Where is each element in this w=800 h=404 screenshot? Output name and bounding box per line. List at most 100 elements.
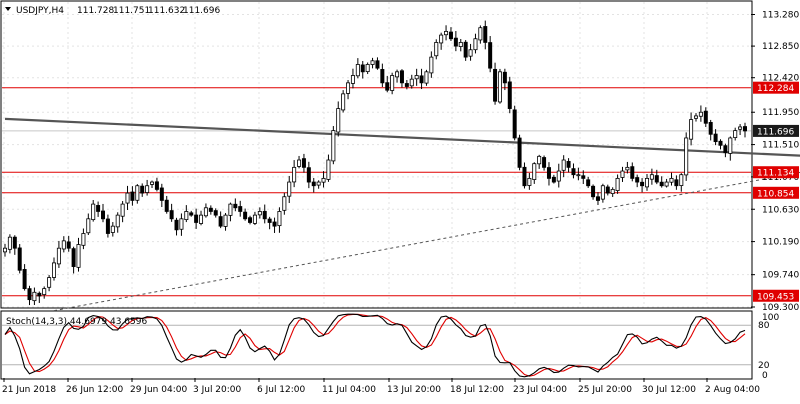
current-price-label: 111.696 — [757, 127, 794, 137]
candle-body — [159, 187, 164, 201]
candle-body — [174, 219, 179, 231]
candle-body — [81, 233, 86, 246]
x-tick-label: 30 Jul 12:00 — [642, 385, 696, 395]
candle-body — [135, 185, 140, 201]
candle-body — [282, 196, 287, 211]
candle-body — [47, 277, 52, 288]
candle-body — [380, 69, 385, 84]
candle-body — [140, 185, 145, 194]
time-axis: 21 Jun 2018 26 Jun 12:00 29 Jun 04:00 3 Jul… — [2, 378, 760, 395]
candle-body — [698, 111, 703, 117]
candle-body — [610, 189, 615, 194]
candle-body — [419, 75, 424, 84]
candles — [3, 20, 748, 306]
level-price-label: 109.453 — [757, 292, 794, 302]
level-price-label: 112.284 — [757, 84, 794, 94]
candle-body — [32, 291, 37, 302]
candle-body — [52, 262, 57, 278]
candle-body — [649, 174, 654, 180]
candle-body — [483, 26, 488, 43]
candle-body — [635, 177, 640, 183]
candle-body — [346, 82, 351, 94]
candle-body — [561, 159, 566, 171]
candle-body — [532, 163, 537, 180]
candle-body — [546, 167, 551, 179]
candle-body — [522, 166, 527, 187]
candle-body — [375, 60, 380, 69]
candle-body — [718, 140, 723, 146]
x-tick-label: 26 Jun 12:00 — [66, 385, 123, 395]
candle-body — [71, 248, 76, 267]
x-tick-label: 21 Jun 2018 — [2, 385, 56, 395]
x-tick-label: 25 Jul 20:00 — [578, 385, 632, 395]
candle-body — [248, 217, 253, 223]
x-tick-label: 2 Aug 04:00 — [705, 385, 760, 395]
candle-body — [101, 210, 106, 220]
candle-body — [120, 203, 125, 217]
candle-body — [581, 175, 586, 179]
candle-body — [105, 218, 110, 234]
x-tick-label: 3 Jul 20:00 — [193, 385, 242, 395]
candle-body — [311, 181, 316, 187]
candle-body — [497, 71, 502, 103]
stochastic-lines: 80 20 — [2, 313, 770, 378]
candle-body — [478, 27, 483, 41]
candle-body — [659, 181, 664, 187]
y-tick-label: 113.280 — [762, 10, 799, 20]
candle-body — [86, 218, 91, 234]
candle-body — [434, 42, 439, 57]
candle-body — [130, 191, 135, 201]
candle-body — [228, 203, 233, 216]
candle-body — [630, 166, 635, 179]
candle-body — [468, 49, 473, 57]
candle-body — [12, 236, 17, 249]
stoch-y-tick-label: 100 — [762, 313, 779, 323]
candle-body — [370, 60, 375, 65]
candle-body — [66, 241, 71, 249]
candle-body — [679, 174, 684, 186]
candle-body — [336, 108, 341, 133]
candle-body — [125, 192, 130, 204]
candle-body — [674, 179, 679, 187]
candle-body — [37, 292, 42, 297]
candle-body — [306, 167, 311, 183]
candle-body — [395, 71, 400, 78]
y-tick-label: 111.950 — [762, 108, 799, 118]
candle-body — [115, 214, 120, 228]
candle-body — [600, 185, 605, 200]
candle-body — [591, 185, 596, 198]
level-price-badge — [753, 289, 799, 302]
horizontal-levels — [2, 87, 751, 297]
candle-body — [154, 181, 159, 190]
level-price-label: 111.134 — [757, 169, 794, 179]
candle-body — [150, 181, 155, 185]
candle-body — [243, 211, 248, 220]
candle-body — [537, 155, 542, 165]
ohlc-close: 111.696 — [183, 6, 220, 16]
candle-body — [179, 218, 184, 230]
x-tick-label: 18 Jul 12:00 — [450, 385, 504, 395]
candle-body — [488, 42, 493, 69]
candle-body — [27, 288, 32, 301]
candle-body — [22, 269, 27, 290]
candle-body — [184, 211, 189, 221]
collapse-triangle-icon[interactable] — [5, 7, 11, 11]
candle-body — [297, 159, 302, 167]
candle-body — [7, 236, 12, 250]
candle-body — [708, 122, 713, 135]
candle-body — [689, 119, 694, 140]
candle-body — [385, 82, 390, 91]
candle-body — [218, 216, 223, 227]
candle-body — [664, 181, 669, 187]
candle-body — [262, 210, 267, 220]
candle-body — [199, 214, 204, 224]
candle-body — [233, 203, 238, 209]
candle-body — [145, 185, 150, 193]
resistance-trendline[interactable] — [4, 117, 800, 162]
candle-body — [429, 56, 434, 74]
candle-body — [272, 221, 277, 227]
x-tick-label: 29 Jun 04:00 — [130, 385, 187, 395]
ohlc-low: 111.632 — [148, 6, 185, 16]
